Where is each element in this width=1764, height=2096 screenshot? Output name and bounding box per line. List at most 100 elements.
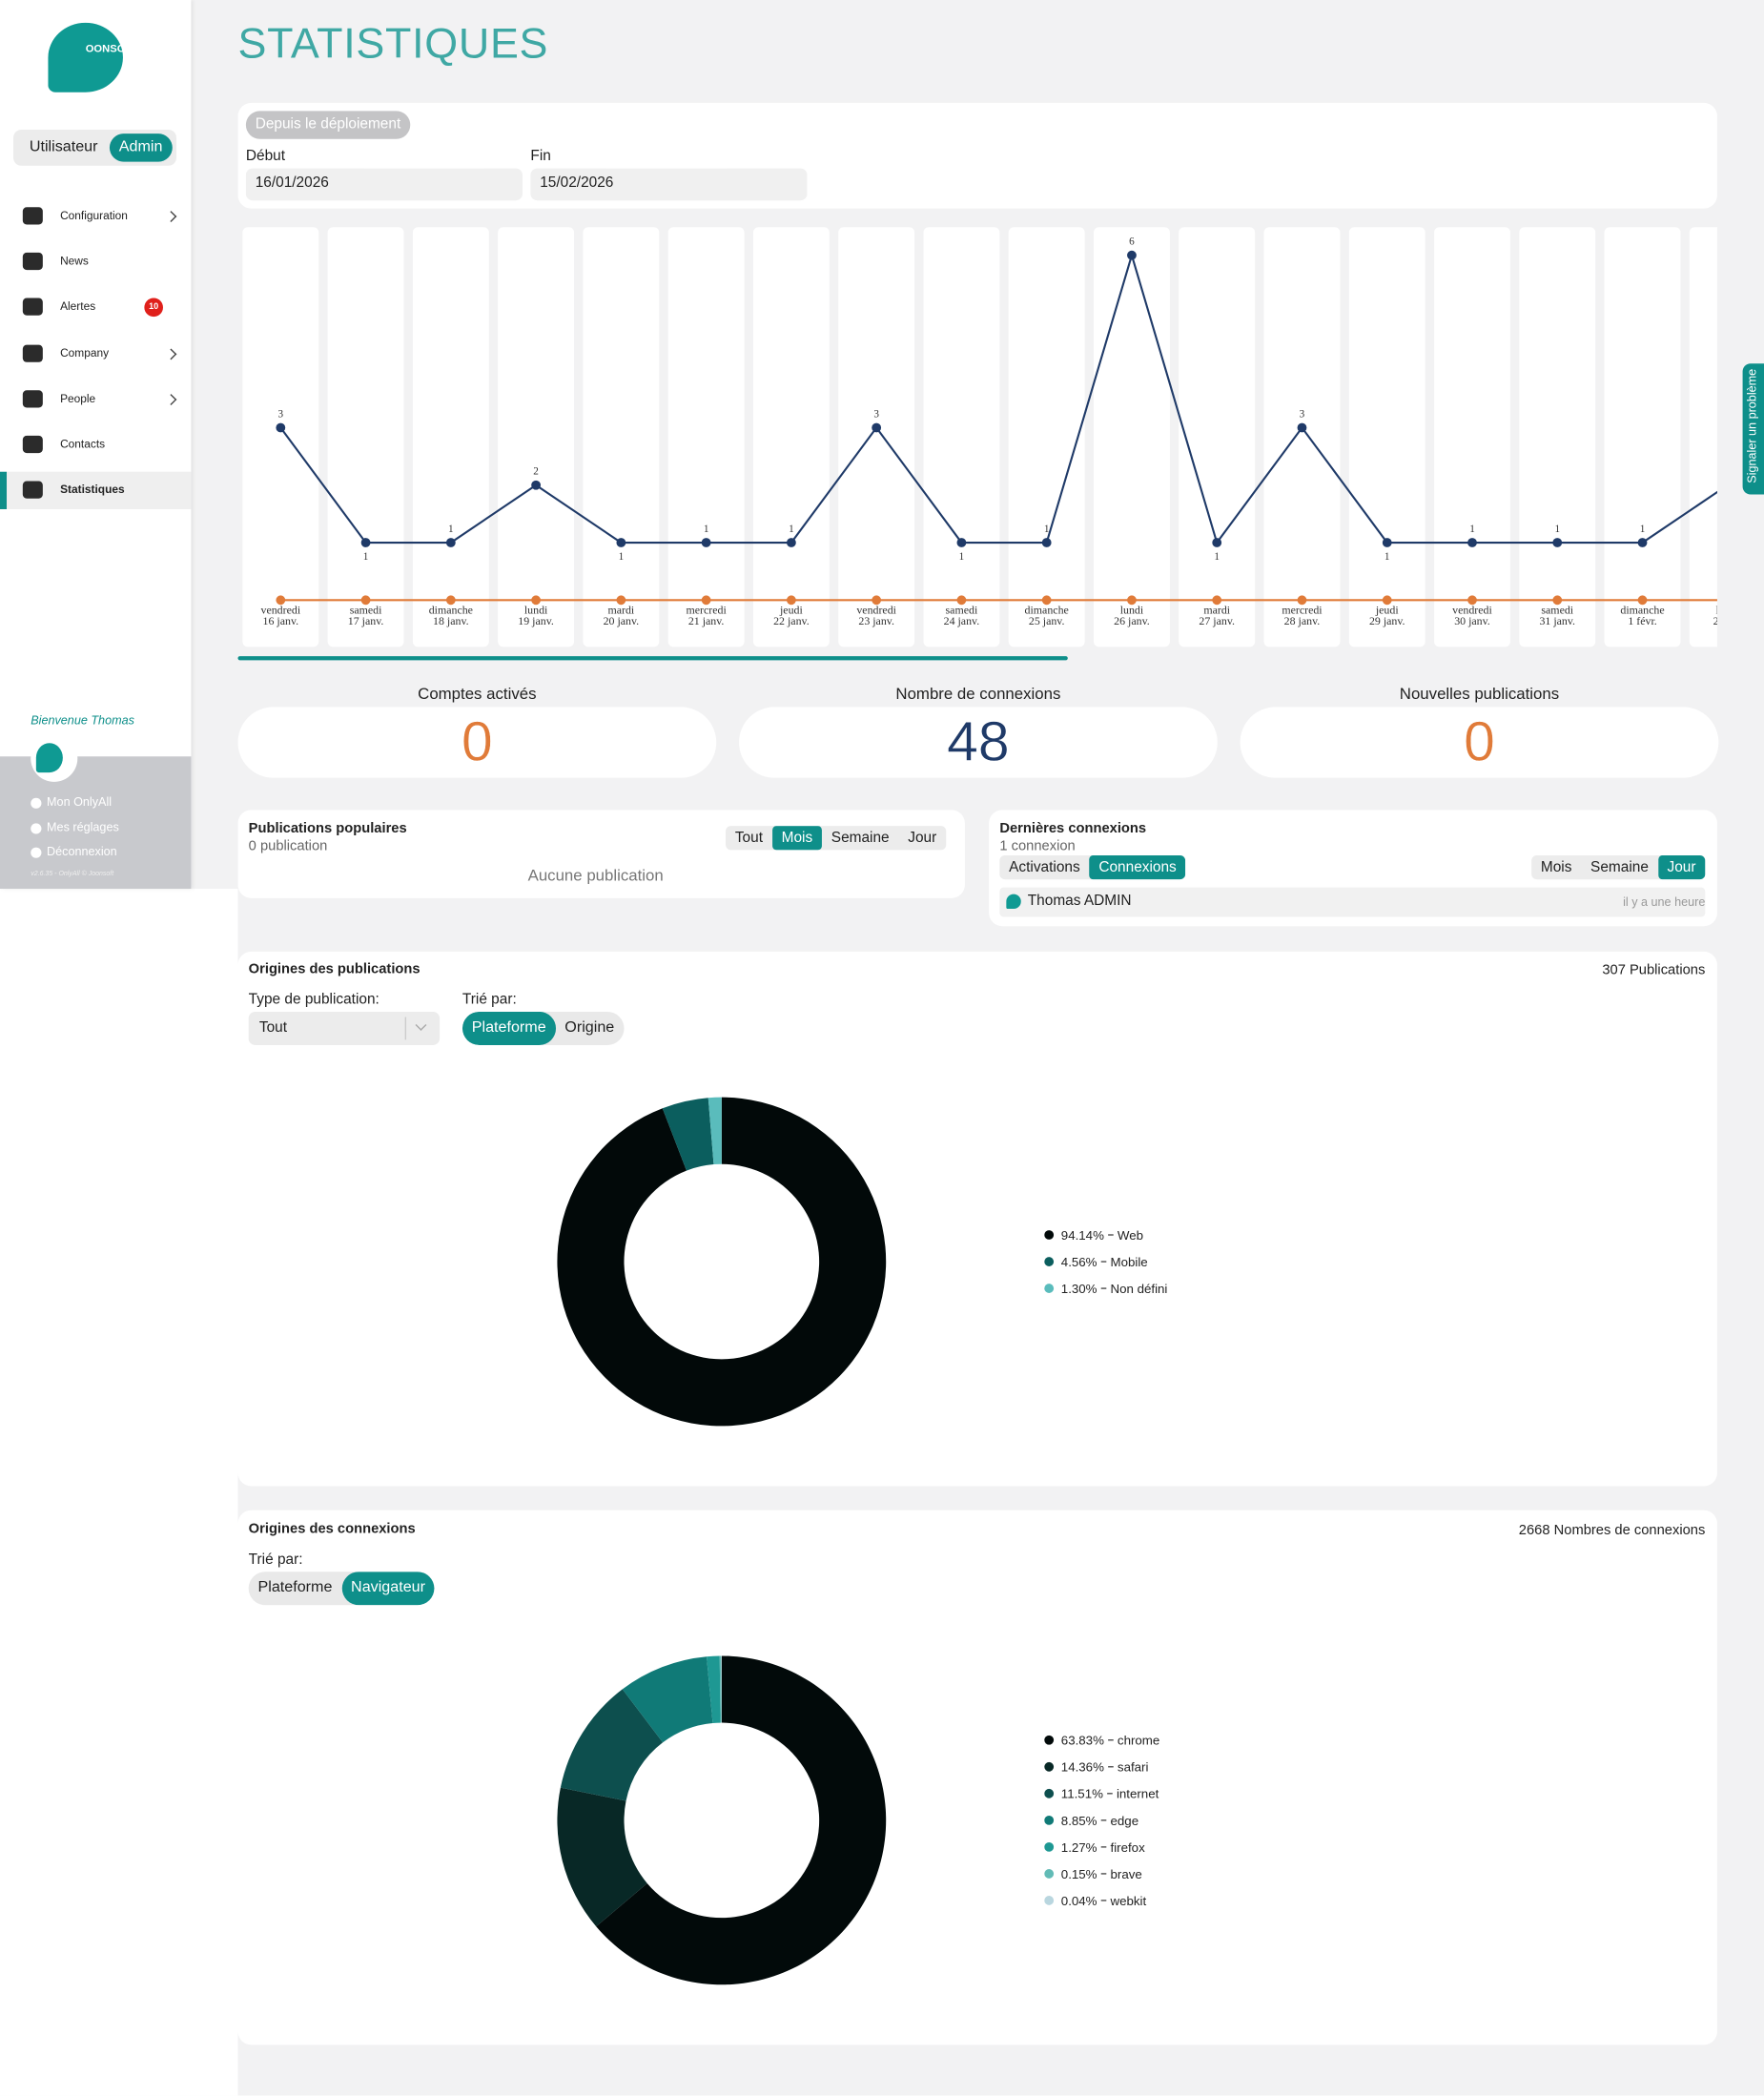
tab[interactable]: Mois (771, 826, 822, 851)
legend-swatch (1044, 1869, 1055, 1879)
start-input[interactable] (245, 168, 523, 201)
popular-subtitle: 0 publication (248, 837, 328, 854)
x-tick-label: dimanche 25 janv. (1025, 603, 1069, 627)
tab[interactable]: Plateforme (462, 1011, 556, 1045)
data-label: 1 (1385, 551, 1390, 563)
point (616, 595, 626, 606)
data-label: 1 (619, 551, 625, 563)
legend-value: 94.14% (1061, 1228, 1104, 1243)
start-value: 16/01/2026 (255, 175, 329, 192)
tab[interactable]: Semaine (831, 830, 890, 847)
pub-origins-total: 307 Publications (1602, 962, 1706, 978)
point (1382, 595, 1392, 606)
donut-sector (560, 1689, 664, 1801)
sort-label: Trié par: (462, 991, 517, 1008)
data-label: 1 (959, 551, 965, 563)
tab[interactable]: Activations (1009, 859, 1080, 875)
point (956, 538, 967, 547)
page-title: STATISTIQUES (237, 18, 549, 68)
menu-label[interactable]: Statistiques (60, 483, 125, 497)
day-column (498, 227, 575, 647)
point (786, 595, 796, 606)
point (360, 595, 371, 606)
tab[interactable]: Origine (564, 1019, 615, 1037)
menu-badge: 10 (144, 298, 163, 318)
legend-value: 8.85% (1061, 1814, 1097, 1828)
role-admin[interactable]: Admin (109, 134, 173, 162)
type-value: Tout (258, 1019, 288, 1037)
conn-sort: Plateforme Navigateur (248, 1572, 435, 1606)
pub-origins-title: Origines des publications (248, 960, 420, 977)
start-label: Début (245, 148, 286, 165)
data-label: 1 (789, 524, 794, 535)
day-column (1348, 227, 1426, 647)
tab[interactable]: Jour (1657, 854, 1706, 880)
menu-icon (22, 207, 43, 225)
menu-icon (22, 481, 43, 500)
menu-label[interactable]: Alertes (60, 299, 96, 314)
menu-label[interactable]: Configuration (60, 208, 128, 222)
data-label: 3 (278, 408, 284, 420)
day-column (667, 227, 745, 647)
point (531, 595, 542, 606)
popular-tabs: Tout Mois Semaine Jour (726, 826, 947, 851)
legend-label: Mobile (1111, 1255, 1148, 1269)
tab[interactable]: Plateforme (257, 1579, 333, 1596)
day-column (1263, 227, 1341, 647)
scrollbar[interactable] (237, 656, 1068, 661)
legend-label: webkit (1110, 1894, 1147, 1908)
welcome: Bienvenue Thomas (31, 713, 134, 728)
legend-label: internet (1117, 1787, 1159, 1801)
point (360, 538, 371, 547)
tab[interactable]: Semaine (1590, 859, 1649, 875)
point (1041, 538, 1052, 547)
legend-swatch (1044, 1284, 1055, 1293)
day-column (1519, 227, 1596, 647)
day-column (1179, 227, 1256, 647)
kpi-value: 0 (1464, 709, 1495, 773)
end-label: Fin (530, 148, 551, 165)
x-tick-label: lundi 19 janv. (518, 603, 554, 627)
menu-icon (22, 298, 43, 317)
point (445, 538, 456, 547)
role-user[interactable]: Utilisateur (29, 138, 98, 155)
data-label: 1 (1469, 524, 1475, 535)
menu-label[interactable]: Contacts (60, 437, 106, 451)
connection-time: il y a une heure (1623, 895, 1706, 910)
type-select[interactable] (248, 1011, 441, 1045)
point (1382, 538, 1392, 547)
kpi-value: 48 (947, 709, 1010, 773)
menu-label[interactable]: Company (60, 345, 110, 360)
kpi-label: Nouvelles publications (1399, 684, 1560, 704)
tab[interactable]: Mois (1540, 859, 1572, 875)
legend-swatch (1044, 1230, 1055, 1240)
tab[interactable]: Tout (734, 830, 763, 847)
legend-value: 63.83% (1061, 1734, 1104, 1748)
kpi-label: Comptes activés (418, 684, 537, 704)
footer-link[interactable]: Déconnexion (47, 844, 117, 858)
tab[interactable]: Navigateur (341, 1572, 435, 1606)
version: v2.6.35 - OnlyAll © Joonsoft (31, 870, 114, 878)
report-tab[interactable] (1742, 363, 1764, 495)
menu-label[interactable]: People (60, 391, 96, 405)
footer-link[interactable]: Mes réglages (47, 819, 119, 833)
day-column (242, 227, 319, 647)
day-column (1689, 227, 1717, 647)
pub-sort: Plateforme Origine (462, 1011, 625, 1045)
end-input[interactable] (530, 168, 808, 201)
tab[interactable]: Connexions (1089, 854, 1186, 880)
point (1127, 595, 1137, 606)
data-label: 1 (1554, 524, 1560, 535)
x-tick-label: mercredi 21 janv. (686, 603, 727, 627)
day-column (923, 227, 1000, 647)
tab[interactable]: Jour (908, 830, 937, 847)
footer-link[interactable]: Mon OnlyAll (47, 794, 113, 809)
preset-chip[interactable]: Depuis le déploiement (245, 111, 411, 139)
legend-swatch (1044, 1761, 1055, 1772)
menu-label[interactable]: News (60, 254, 89, 268)
conn-origins-title: Origines des connexions (248, 1520, 416, 1537)
legend-value: 1.27% (1061, 1840, 1097, 1855)
data-label: 1 (1214, 551, 1220, 563)
point (276, 595, 286, 606)
